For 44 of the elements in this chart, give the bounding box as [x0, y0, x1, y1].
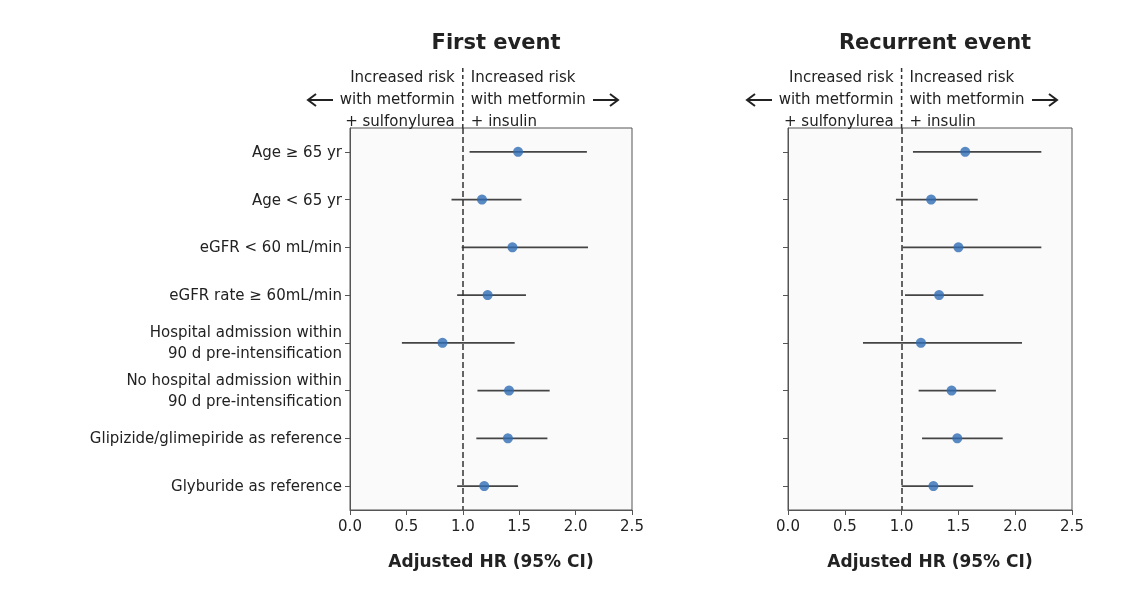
chart-title: Recurrent event — [838, 29, 1032, 54]
x-tick-label: 1.0 — [889, 516, 914, 535]
x-tick-label: 2.5 — [1060, 516, 1084, 535]
annotation: Increased risk with metformin + insulin — [470, 68, 586, 130]
y-tick-label: No hospital admission within 90 d pre-intensification — [126, 371, 342, 411]
x-axis-title: Adjusted HR (95% CI) — [388, 550, 594, 571]
annotation: Increased risk with metformin + sulfonylurea — [339, 68, 456, 130]
x-axis-title: Adjusted HR (95% CI) — [827, 550, 1033, 571]
y-tick-label: Glipizide/glimepiride as reference — [89, 429, 342, 448]
point — [507, 242, 518, 253]
x-tick-label: 0.5 — [832, 516, 857, 535]
point — [946, 385, 957, 396]
point — [513, 146, 524, 157]
point — [960, 146, 971, 157]
point — [482, 290, 493, 301]
y-tick-label: eGFR < 60 mL/min — [199, 238, 342, 257]
x-tick-label: 2.0 — [563, 516, 588, 535]
y-tick-label: Age < 65 yr — [251, 190, 343, 209]
annotation: Increased risk with metformin + insulin — [909, 68, 1025, 130]
point — [953, 242, 964, 253]
x-tick-label: 0.5 — [394, 516, 419, 535]
x-tick-label: 1.5 — [507, 516, 532, 535]
x-tick-label: 1.5 — [946, 516, 971, 535]
point — [437, 337, 448, 348]
point — [502, 433, 513, 444]
y-tick-label: Hospital admission within 90 d pre-intensification — [149, 323, 342, 363]
chart-title: First event — [431, 29, 561, 54]
y-tick-label: eGFR rate ≥ 60mL/min — [169, 286, 342, 305]
point — [952, 433, 963, 444]
x-tick-label: 2.5 — [620, 516, 644, 535]
x-tick-label: 0.0 — [338, 516, 362, 535]
y-tick-label: Glyburide as reference — [171, 477, 342, 496]
x-tick-label: 2.0 — [1003, 516, 1028, 535]
point — [476, 194, 487, 205]
point — [504, 385, 515, 396]
point — [479, 481, 490, 492]
y-tick-label: Age ≥ 65 yr — [251, 142, 343, 161]
point — [928, 481, 939, 492]
x-tick-label: 1.0 — [450, 516, 475, 535]
point — [915, 337, 926, 348]
point — [934, 290, 945, 301]
x-tick-label: 0.0 — [776, 516, 800, 535]
annotation: Increased risk with metformin + sulfonylurea — [778, 68, 894, 130]
point — [926, 194, 937, 205]
